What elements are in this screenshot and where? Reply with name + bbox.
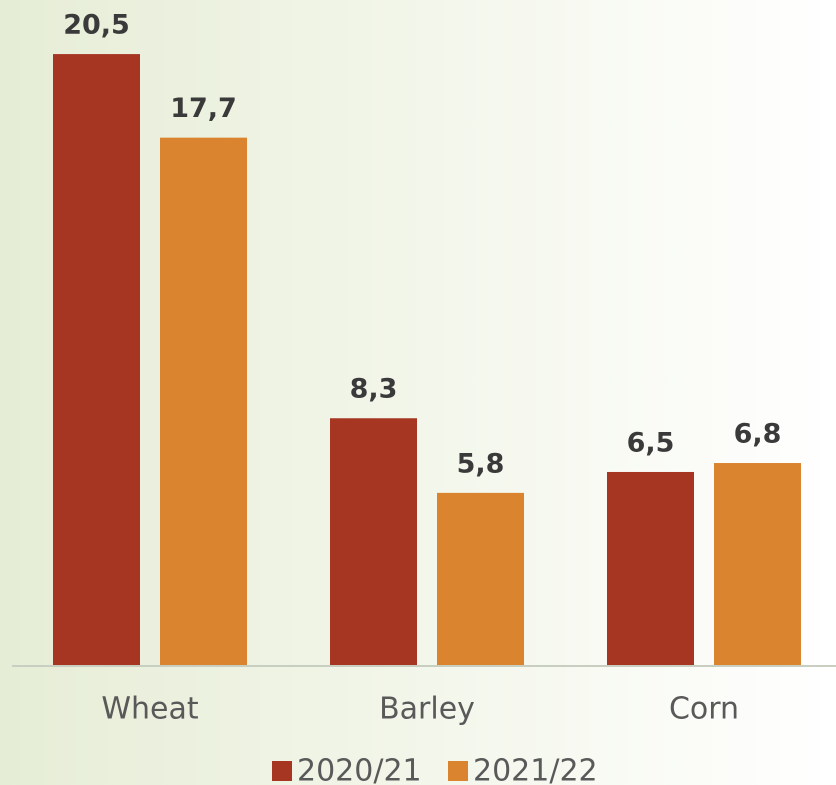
- data-label: 8,3: [350, 374, 398, 405]
- bar: [714, 463, 801, 666]
- x-tick-label: Corn: [669, 692, 739, 727]
- bar: [330, 418, 417, 666]
- data-label: 6,5: [627, 427, 675, 458]
- x-tick-label: Barley: [379, 692, 475, 727]
- bar: [437, 492, 524, 666]
- data-label: 20,5: [63, 10, 130, 41]
- legend-swatch: [448, 761, 468, 781]
- legend-swatch: [272, 761, 292, 781]
- bar: [53, 54, 140, 666]
- data-label: 6,8: [734, 419, 782, 450]
- data-label: 5,8: [457, 448, 505, 479]
- bar: [160, 137, 247, 666]
- legend-label: 2020/21: [297, 754, 422, 785]
- x-tick-label: Wheat: [101, 692, 199, 727]
- legend-label: 2021/22: [473, 754, 598, 785]
- data-label: 17,7: [170, 93, 237, 124]
- bar: [607, 471, 694, 666]
